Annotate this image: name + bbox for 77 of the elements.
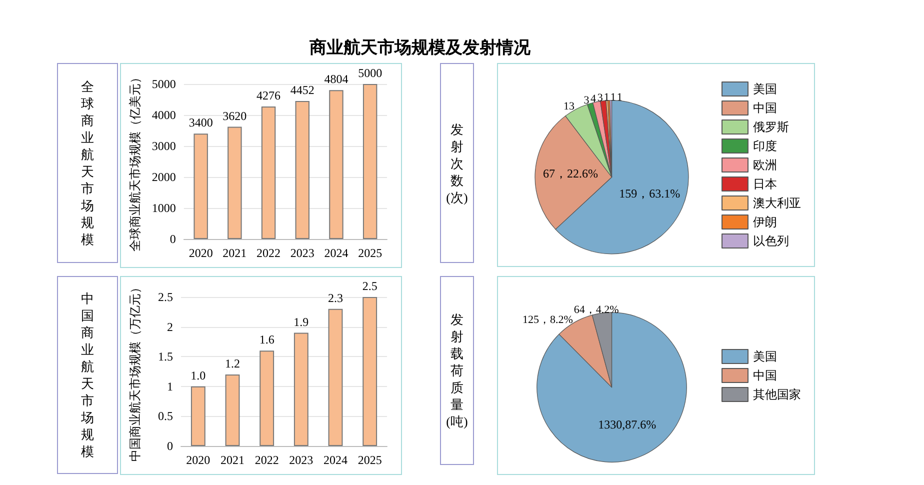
x-tick-label: 2025 xyxy=(358,246,382,260)
data-label: 4 xyxy=(590,92,596,105)
data-label: 159，63.1% xyxy=(619,186,680,201)
x-tick-label: 2024 xyxy=(324,246,348,260)
data-label: 13 xyxy=(563,100,575,113)
chart-title: 全球商业航天市场规模 xyxy=(81,79,94,247)
data-label: 4804 xyxy=(324,72,348,86)
data-label: 4452 xyxy=(290,82,314,97)
legend-label: 伊朗 xyxy=(753,215,777,229)
data-label: 1.0 xyxy=(190,368,206,382)
x-tick-label: 2020 xyxy=(188,246,213,260)
bar xyxy=(362,297,378,446)
y-tick-label: 1000 xyxy=(152,201,176,215)
y-axis-title: 全球商业航天市场规模（亿美元） xyxy=(128,72,142,252)
text: 发射载荷质量(吨) xyxy=(446,311,468,430)
y-tick-label: 1.5 xyxy=(158,350,173,364)
y-tick-label: 2.5 xyxy=(158,290,173,304)
bar xyxy=(190,386,206,446)
legend-label: 印度 xyxy=(753,139,777,153)
y-tick-label: 4000 xyxy=(152,108,176,122)
bar xyxy=(328,308,343,446)
x-tick-label: 2022 xyxy=(256,246,281,260)
bar xyxy=(294,332,308,446)
legend-label: 其他国家 xyxy=(753,388,801,402)
legend-label: 以色列 xyxy=(753,234,789,248)
data-label: 125，8.2% xyxy=(522,314,573,326)
text: 发射次数(次) xyxy=(446,120,468,206)
data-label: 67，22.6% xyxy=(543,166,598,181)
data-label: 1.2 xyxy=(225,356,240,370)
data-label: 3400 xyxy=(188,116,213,130)
y-tick-label: 0 xyxy=(167,439,173,453)
bar xyxy=(362,84,378,239)
legend-label: 日本 xyxy=(753,177,777,191)
data-label: 3 xyxy=(584,94,590,107)
x-tick-label: 2021 xyxy=(222,246,247,260)
legend-label: 澳大利亚 xyxy=(753,196,801,210)
data-label: 2.5 xyxy=(362,279,378,293)
y-tick-label: 0.5 xyxy=(158,409,173,424)
x-tick-label: 2021 xyxy=(220,453,244,467)
text: 商业航天市场规模及发射情况 xyxy=(308,37,532,59)
y-tick-label: 1 xyxy=(167,379,173,394)
legend-label: 美国 xyxy=(753,82,777,96)
data-label: 1330,87.6% xyxy=(598,418,656,432)
bar xyxy=(228,126,242,239)
x-tick-label: 2024 xyxy=(324,453,348,467)
x-tick-label: 2025 xyxy=(358,453,382,467)
legend-label: 美国 xyxy=(753,350,777,364)
y-tick-label: 2 xyxy=(167,320,173,334)
chart-title: 中国商业航天市场规模 xyxy=(81,291,94,459)
data-label: 1 xyxy=(616,91,622,104)
x-tick-label: 2020 xyxy=(186,453,210,467)
x-tick-label: 2023 xyxy=(290,246,314,260)
data-label: 3620 xyxy=(222,108,247,123)
data-label: 2.3 xyxy=(328,290,343,305)
y-tick-label: 2000 xyxy=(152,170,176,184)
legend-label: 中国 xyxy=(753,101,777,115)
bar xyxy=(194,134,208,239)
legend-label: 中国 xyxy=(753,368,777,382)
data-label: 3 xyxy=(597,92,604,104)
y-tick-label: 3000 xyxy=(152,139,176,153)
bar xyxy=(261,106,276,239)
data-label: 1.6 xyxy=(259,332,274,347)
bar xyxy=(260,350,274,446)
data-label: 5000 xyxy=(358,66,382,80)
bar xyxy=(295,100,310,239)
y-tick-label: 0 xyxy=(170,232,176,246)
data-label: 4276 xyxy=(256,88,281,102)
legend-label: 欧洲 xyxy=(753,158,777,172)
data-label: 1.9 xyxy=(294,314,309,329)
bar xyxy=(225,374,240,446)
bar xyxy=(329,90,344,239)
legend-label: 俄罗斯 xyxy=(753,120,789,134)
y-axis-title: 中国商业航天市场规模（万亿元） xyxy=(128,282,142,462)
x-tick-label: 2023 xyxy=(289,453,314,467)
x-tick-label: 2022 xyxy=(254,453,279,467)
y-tick-label: 5000 xyxy=(152,77,176,91)
data-label: 1 xyxy=(604,92,610,104)
